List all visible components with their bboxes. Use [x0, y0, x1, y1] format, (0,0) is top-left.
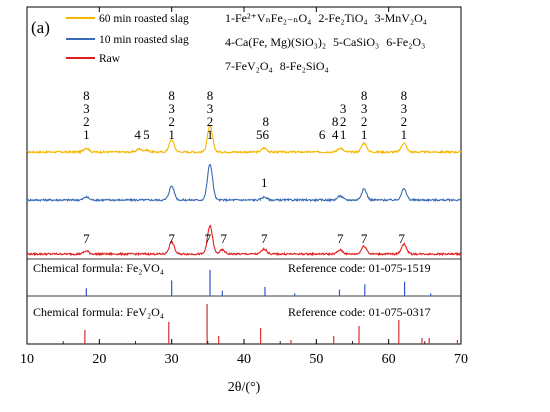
series-line-1: [26, 164, 462, 203]
legend-label-2: Raw: [99, 53, 121, 65]
phase-key-item-0: 1-Fe²⁺VₙFe₂₋ₙO₄: [225, 11, 311, 25]
reference-formula-0: Chemical formula: Fe₂VO₄: [33, 261, 164, 275]
x-tick-label-10: 10: [20, 352, 34, 367]
reference-patterns: Chemical formula: Fe₂VO₄ Reference code: …: [33, 261, 458, 344]
phase-key-item-1: 2-Fe₂TiO₄: [318, 11, 367, 25]
peak-label-s0-3-2: 2: [168, 114, 175, 129]
peak-label-s2-5-0: 7: [337, 231, 344, 246]
peak-label-s1-0-0: 1: [261, 175, 268, 190]
phase-key-item-7: 8-Fe₂SiO₄: [280, 59, 329, 73]
x-axis-label: 2θ/(°): [228, 380, 261, 395]
x-tick-label-30: 30: [165, 352, 179, 367]
peak-label-s0-0-1: 3: [83, 101, 90, 116]
peak-label-s0-4-0: 8: [207, 88, 214, 103]
peak-label-s0-4-3: 1: [207, 127, 214, 142]
phase-key-item-3: 4-Ca(Fe, Mg)(SiO₃)₂: [225, 35, 326, 49]
peak-label-s0-11-0: 8: [401, 88, 408, 103]
reference-code-1: Reference code: 01-075-0317: [288, 305, 431, 319]
peak-label-s0-11-3: 1: [401, 127, 408, 142]
peak-label-s2-7-0: 7: [398, 231, 405, 246]
peak-label-s0-8-0: 8: [332, 114, 339, 129]
peak-label-s0-3-0: 8: [168, 88, 175, 103]
legend-label-0: 60 min roasted slag: [99, 13, 189, 25]
peak-label-s0-9-1: 2: [340, 114, 347, 129]
peak-label-s0-3-1: 3: [168, 101, 175, 116]
x-tick-label-70: 70: [454, 352, 468, 367]
reference-code-0: Reference code: 01-075-1519: [288, 261, 431, 275]
phase-key-item-2: 3-MnV₂O₄: [375, 11, 427, 25]
peak-label-s2-2-0: 7: [205, 231, 212, 246]
peak-label-s0-4-2: 2: [207, 114, 214, 129]
peak-label-s0-11-2: 2: [401, 114, 408, 129]
peak-label-s0-8-1: 4: [332, 127, 339, 142]
phase-key-item-4: 5-CaSiO₃: [333, 35, 379, 49]
peak-label-s0-7-0: 6: [319, 127, 326, 142]
peak-label-s0-5-0: 5: [256, 127, 263, 142]
peak-label-s0-10-0: 8: [361, 88, 368, 103]
peak-label-s0-6-1: 6: [262, 127, 269, 142]
peak-label-s0-0-0: 8: [83, 88, 90, 103]
peak-label-s0-11-1: 3: [401, 101, 408, 116]
x-tick-label-50: 50: [309, 352, 323, 367]
phase-key: 1-Fe²⁺VₙFe₂₋ₙO₄ 2-Fe₂TiO₄ 3-MnV₂O₄ 4-Ca(Fe,…: [225, 11, 427, 73]
peak-label-s0-2-0: 5: [143, 127, 150, 142]
peak-label-s0-10-1: 3: [361, 101, 368, 116]
peak-label-s0-10-3: 1: [361, 127, 368, 142]
series-layer: [26, 124, 462, 257]
peak-label-s0-4-1: 3: [207, 101, 214, 116]
reference-formula-1: Chemical formula: FeV₂O₄: [33, 305, 164, 319]
peak-label-s0-6-0: 8: [262, 114, 269, 129]
peak-label-s2-6-0: 7: [361, 231, 368, 246]
x-tick-label-60: 60: [382, 352, 396, 367]
peak-label-s2-1-0: 7: [168, 231, 175, 246]
peak-label-s0-1-0: 4: [134, 127, 141, 142]
panel-label: (a): [31, 18, 50, 37]
phase-key-item-5: 6-Fe₂O₃: [386, 35, 425, 49]
peak-label-s2-3-0: 7: [220, 231, 227, 246]
peak-label-s2-4-0: 7: [261, 231, 268, 246]
peak-label-s0-9-2: 1: [340, 127, 347, 142]
peak-label-s0-0-2: 2: [83, 114, 90, 129]
peak-label-s0-0-3: 1: [83, 127, 90, 142]
peak-label-s2-0-0: 7: [83, 231, 90, 246]
legend: 60 min roasted slag 10 min roasted slag Ra…: [66, 13, 189, 65]
peak-label-s0-3-3: 1: [168, 127, 175, 142]
peak-label-s0-9-0: 3: [340, 101, 347, 116]
x-tick-label-40: 40: [237, 352, 251, 367]
x-tick-label-20: 20: [92, 352, 106, 367]
legend-label-1: 10 min roasted slag: [99, 34, 189, 46]
phase-key-item-6: 7-FeV₂O₄: [225, 59, 273, 73]
x-axis: 10 20 30 40 50 60 70: [20, 7, 468, 367]
peak-label-s0-10-2: 2: [361, 114, 368, 129]
series-line-0: [26, 124, 462, 155]
series-line-2: [26, 224, 462, 257]
